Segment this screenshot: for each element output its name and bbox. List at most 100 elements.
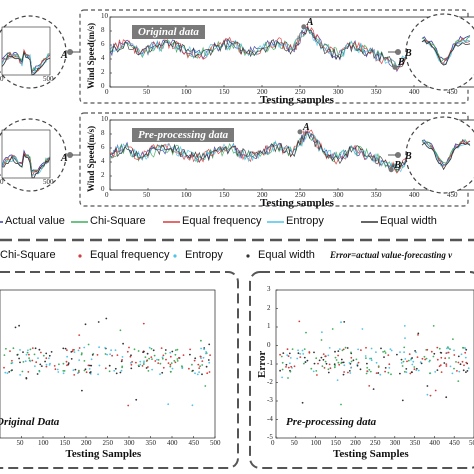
scatter-point — [22, 361, 25, 363]
scatter-point — [464, 351, 467, 354]
scatter-point — [337, 350, 340, 352]
scatter-point — [198, 371, 201, 373]
scatter-point — [343, 371, 345, 373]
scatter-point — [171, 367, 174, 370]
scatter-point — [412, 360, 415, 363]
scatter-point — [369, 357, 371, 360]
scatter-point — [28, 359, 31, 362]
scatter-point — [340, 403, 342, 406]
scatter-point — [411, 357, 413, 359]
scatter-point — [26, 351, 29, 354]
scatter-point — [205, 365, 208, 368]
scatter-point — [66, 355, 68, 358]
scatter-point — [176, 348, 179, 351]
scatter-point — [340, 358, 343, 361]
scatter-point — [152, 349, 155, 352]
scatter-point — [316, 374, 318, 376]
scatter-point — [315, 357, 318, 360]
x-tick-label: 350 — [409, 439, 421, 447]
scatter-point — [121, 356, 124, 358]
x-tick-label: 300 — [333, 191, 344, 199]
scatter-point — [204, 385, 207, 387]
scatter-point — [171, 350, 174, 353]
scatter-point — [89, 371, 91, 374]
scatter-point — [293, 365, 296, 368]
scatter-point — [62, 372, 65, 375]
scatter-point — [317, 362, 319, 365]
scatter-point — [161, 371, 164, 374]
y-tick-label: 4 — [101, 54, 105, 62]
scatter-point — [25, 377, 28, 380]
scatter-point — [467, 367, 470, 370]
scatter-point — [369, 370, 372, 373]
scatter-point — [411, 363, 414, 366]
scatter-point — [327, 368, 330, 371]
x-tick-label: 50 — [143, 191, 150, 199]
scatter-point — [129, 362, 132, 364]
scatter-point — [305, 331, 307, 334]
scatter-point — [42, 354, 45, 357]
connector-dot — [395, 152, 401, 158]
scatter-point — [425, 357, 428, 360]
scatter-point — [375, 372, 378, 374]
y-tick-label: 10 — [101, 115, 108, 123]
scatter-point — [66, 349, 68, 351]
scatter-point — [457, 380, 460, 382]
scatter-point — [297, 349, 299, 352]
scatter-point — [196, 373, 199, 376]
scatter-point — [343, 364, 346, 367]
scatter-point — [80, 352, 83, 355]
scatter-point — [203, 347, 206, 349]
scatter-point — [130, 363, 133, 366]
inset-series-line — [421, 39, 471, 66]
scatter-point — [156, 358, 158, 361]
x-tick-label: 200 — [257, 88, 268, 96]
scatter-point — [35, 361, 38, 364]
scatter-point — [401, 365, 404, 367]
scatter-point — [67, 362, 70, 364]
scatter-point — [388, 363, 391, 366]
scatter-point — [399, 372, 401, 375]
scatter-point — [433, 352, 436, 355]
scatter-point — [78, 347, 81, 349]
scatter-point — [384, 352, 387, 354]
scatter-point — [160, 347, 163, 349]
scatter-point — [365, 346, 367, 349]
scatter-plot-area — [0, 289, 216, 439]
scatter-point — [34, 347, 37, 350]
x-tick-label: 300 — [333, 88, 344, 96]
scatter-point — [285, 366, 287, 368]
scatter-point — [321, 365, 324, 368]
scatter-point — [348, 362, 351, 364]
scatter-point — [115, 372, 118, 375]
connector-dot — [67, 49, 73, 55]
scatter-point — [181, 367, 184, 370]
scatter-point — [333, 366, 336, 369]
scatter-point — [133, 348, 136, 351]
scatter-point — [3, 354, 6, 356]
scatter-point — [460, 353, 463, 356]
scatter-point — [169, 363, 172, 366]
scatter-point — [159, 373, 161, 376]
annotation-label: A — [306, 16, 314, 28]
x-tick-label: 250 — [102, 439, 114, 447]
scatter-point — [3, 366, 5, 369]
scatter-point — [150, 347, 153, 350]
scatter-point — [329, 367, 332, 370]
scatter-point — [206, 372, 209, 375]
scatter-point — [109, 353, 111, 356]
scatter-point — [299, 356, 302, 358]
annotation-label: A — [303, 121, 310, 133]
scatter-point — [350, 360, 353, 363]
scatter-point — [18, 357, 20, 360]
scatter-point — [291, 348, 294, 350]
scatter-point — [325, 362, 328, 365]
scatter-point — [174, 349, 177, 351]
scatter-point — [342, 348, 345, 351]
scatter-point — [91, 354, 94, 356]
scatter-point — [162, 366, 165, 369]
scatter-point — [445, 365, 448, 367]
y-axis-label: Wind Speed(m/s) — [86, 125, 96, 192]
scatter-point — [169, 370, 172, 373]
scatter-point — [335, 359, 338, 361]
